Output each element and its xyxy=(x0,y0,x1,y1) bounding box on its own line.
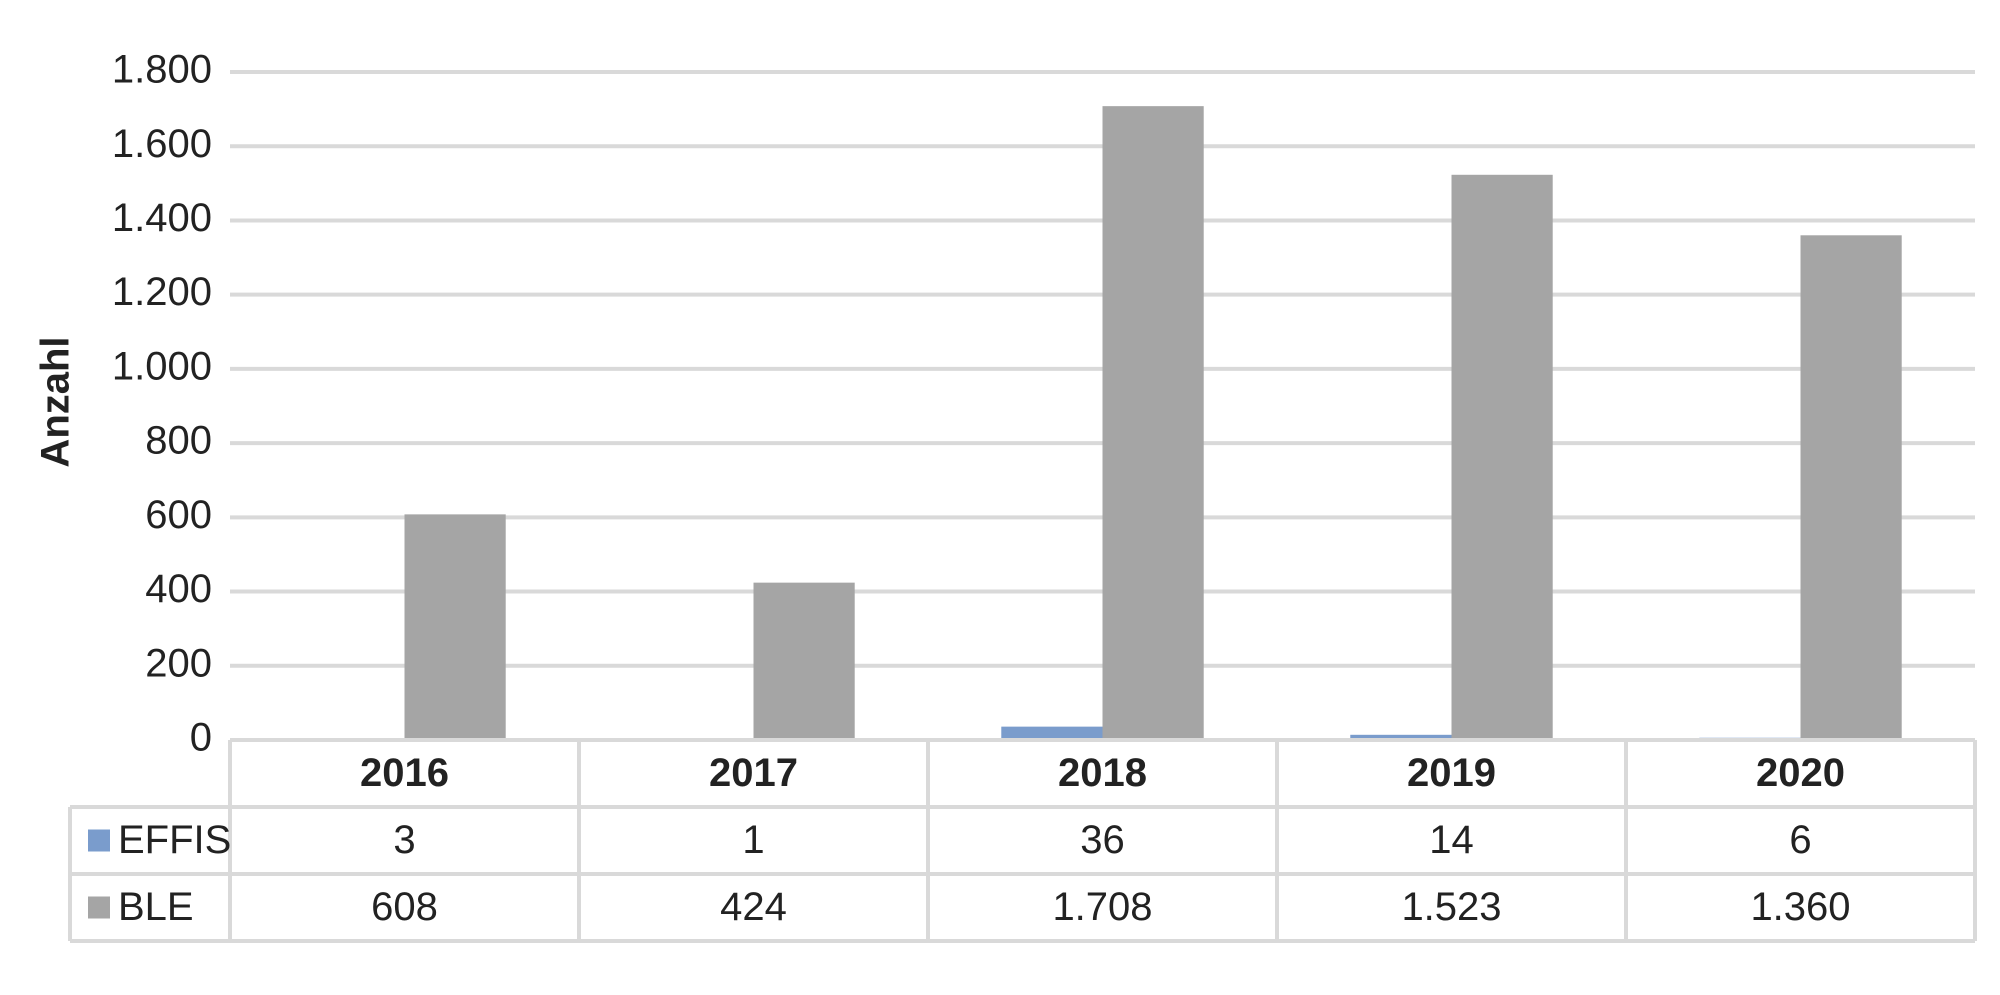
legend-swatch xyxy=(88,829,110,852)
legend-label: EFFIS xyxy=(118,818,231,862)
data-table-cell: 6 xyxy=(1789,818,1811,862)
bar xyxy=(1001,726,1103,740)
y-tick-label: 800 xyxy=(145,419,212,463)
data-table-cell: 36 xyxy=(1080,818,1125,862)
bar xyxy=(753,582,855,740)
y-tick-label: 0 xyxy=(190,716,212,760)
legend-swatch xyxy=(88,896,110,919)
data-table-cell: 1 xyxy=(742,818,764,862)
bar xyxy=(1800,235,1902,741)
y-tick-label: 1.200 xyxy=(112,270,212,314)
data-table-cell: 424 xyxy=(720,885,787,929)
bar xyxy=(1350,734,1452,740)
y-tick-label: 400 xyxy=(145,567,212,611)
bar xyxy=(404,514,506,740)
bar xyxy=(1102,106,1204,741)
data-table-cell: 14 xyxy=(1429,818,1474,862)
y-axis-title: Anzahl xyxy=(34,336,78,467)
x-tick-label: 2018 xyxy=(1058,751,1147,795)
y-tick-label: 1.600 xyxy=(112,122,212,166)
x-tick-label: 2019 xyxy=(1407,751,1496,795)
y-tick-label: 1.400 xyxy=(112,196,212,240)
y-tick-label: 1.800 xyxy=(112,48,212,92)
data-table-cell: 608 xyxy=(371,885,438,929)
data-table-cell: 3 xyxy=(393,818,415,862)
x-tick-label: 2017 xyxy=(709,751,798,795)
x-tick-label: 2020 xyxy=(1756,751,1845,795)
data-table-cell: 1.523 xyxy=(1401,885,1501,929)
y-tick-label: 200 xyxy=(145,641,212,685)
legend-label: BLE xyxy=(118,885,194,929)
data-table-cell: 1.360 xyxy=(1750,885,1850,929)
y-tick-label: 600 xyxy=(145,493,212,537)
bar xyxy=(1451,174,1553,740)
x-tick-label: 2016 xyxy=(360,751,449,795)
y-tick-label: 1.000 xyxy=(112,344,212,388)
data-table-cell: 1.708 xyxy=(1052,885,1152,929)
